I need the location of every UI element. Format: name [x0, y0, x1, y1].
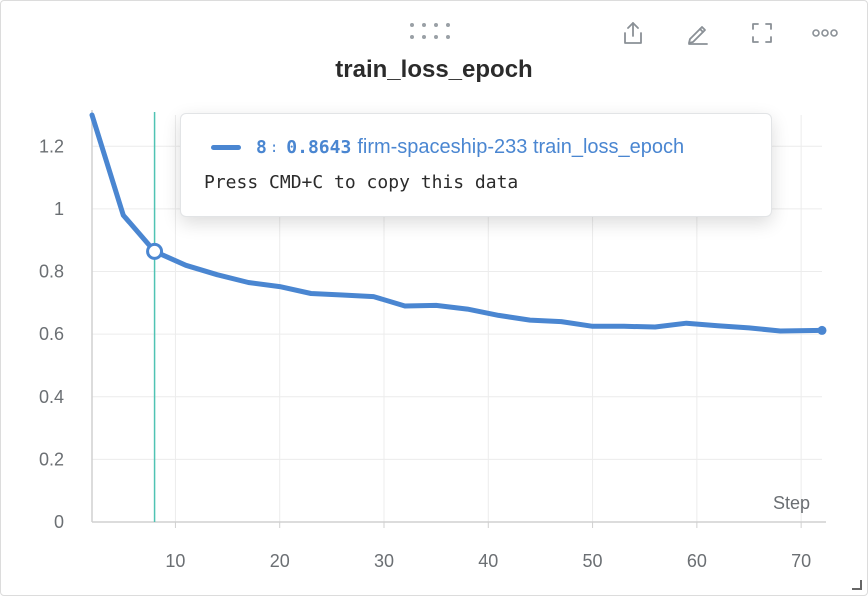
x-tick-label: 50	[583, 551, 603, 571]
x-tick-label: 20	[270, 551, 290, 571]
x-tick-label: 40	[478, 551, 498, 571]
x-axis-ticks: 10 20 30 40 50 60 70	[165, 522, 811, 571]
tooltip-step: 8	[256, 137, 267, 158]
y-axis-ticks: 0 0.2 0.4 0.6 0.8 1 1.2	[39, 136, 64, 532]
y-tick-label: 0.4	[39, 387, 64, 407]
series-swatch	[211, 145, 241, 150]
x-axis-label: Step	[773, 493, 810, 513]
tooltip-separator: :	[269, 139, 279, 156]
tooltip-row: 8 : 0.8643 firm-spaceship-233 train_loss…	[211, 136, 684, 159]
tooltip-run-name: firm-spaceship-233 train_loss_epoch	[357, 136, 685, 158]
share-icon[interactable]	[618, 18, 648, 48]
chart-title: train_loss_epoch	[335, 56, 533, 83]
axes	[91, 110, 826, 523]
tooltip-value: 0.8643	[286, 137, 352, 158]
x-tick-label: 10	[165, 551, 185, 571]
more-icon[interactable]	[810, 18, 840, 48]
y-tick-label: 0	[54, 512, 64, 532]
series-layer	[89, 112, 827, 335]
y-tick-label: 1	[54, 199, 64, 219]
fullscreen-icon[interactable]	[747, 18, 777, 48]
hover-highlight	[146, 112, 164, 522]
x-tick-label: 30	[374, 551, 394, 571]
tooltip-copy-hint: Press CMD+C to copy this data	[204, 172, 519, 193]
edit-icon[interactable]	[683, 18, 713, 48]
hover-point	[146, 242, 164, 260]
drag-handle-icon[interactable]	[410, 23, 458, 43]
hover-tooltip: 8 : 0.8643 firm-spaceship-233 train_loss…	[180, 113, 772, 217]
y-tick-label: 0.2	[39, 449, 64, 469]
series-line	[89, 112, 825, 334]
resize-handle-icon[interactable]	[852, 580, 862, 590]
series-end-point	[817, 325, 827, 335]
y-tick-label: 0.6	[39, 324, 64, 344]
y-tick-label: 1.2	[39, 136, 64, 156]
x-tick-label: 70	[791, 551, 811, 571]
y-tick-label: 0.8	[39, 262, 64, 282]
x-tick-label: 60	[687, 551, 707, 571]
